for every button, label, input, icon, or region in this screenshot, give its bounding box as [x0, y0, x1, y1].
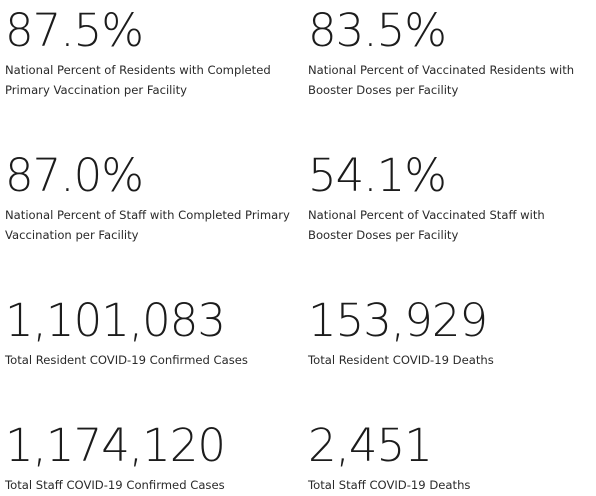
stat-label: National Percent of Residents with Compl… [5, 63, 271, 97]
stat-value: 54.1% [308, 149, 447, 202]
stat-residents-primary-vaccination: 87.5% National Percent of Residents with… [5, 8, 295, 100]
stat-value: 83.5% [308, 4, 447, 57]
stat-label: Total Resident COVID-19 Confirmed Cases [5, 353, 248, 367]
stat-staff-confirmed-cases: 1,174,120 Total Staff COVID-19 Confirmed… [5, 423, 295, 495]
stat-value: 1,174,120 [5, 419, 226, 472]
stat-label: National Percent of Staff with Completed… [5, 208, 290, 242]
stat-label: Total Resident COVID-19 Deaths [308, 353, 494, 367]
stat-staff-deaths: 2,451 Total Staff COVID-19 Deaths [308, 423, 596, 495]
stat-label: Total Staff COVID-19 Confirmed Cases [5, 478, 225, 492]
stat-resident-confirmed-cases: 1,101,083 Total Resident COVID-19 Confir… [5, 298, 295, 370]
stat-value: 87.0% [5, 149, 144, 202]
stat-value: 2,451 [308, 419, 433, 472]
stat-staff-primary-vaccination: 87.0% National Percent of Staff with Com… [5, 153, 295, 245]
stat-label: National Percent of Vaccinated Residents… [308, 63, 575, 97]
stat-value: 153,929 [308, 294, 488, 347]
stat-staff-booster-doses: 54.1% National Percent of Vaccinated Sta… [308, 153, 596, 245]
stat-label: Total Staff COVID-19 Deaths [308, 478, 471, 492]
stat-label: National Percent of Vaccinated Staff wit… [308, 208, 545, 242]
stat-value: 1,101,083 [5, 294, 226, 347]
stat-value: 87.5% [5, 4, 144, 57]
stat-residents-booster-doses: 83.5% National Percent of Vaccinated Res… [308, 8, 596, 100]
stat-resident-deaths: 153,929 Total Resident COVID-19 Deaths [308, 298, 596, 370]
